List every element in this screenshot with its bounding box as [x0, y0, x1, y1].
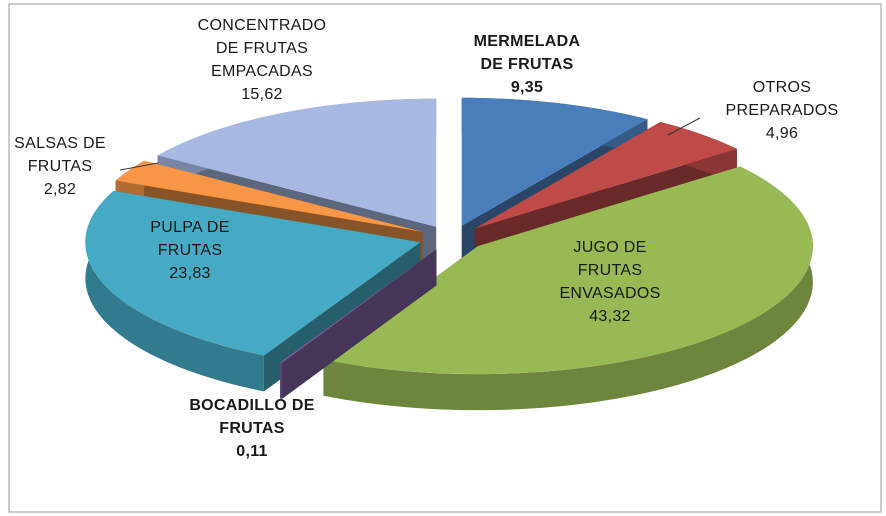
value-label: 15,62	[241, 86, 283, 103]
category-label: OTROS PREPARADOS	[726, 79, 839, 119]
category-label: PULPA DE FRUTAS	[150, 219, 229, 259]
value-label: 0,11	[236, 443, 267, 460]
slice	[85, 190, 421, 392]
category-label: MERMELADA DE FRUTAS	[474, 33, 581, 73]
value-label: 9,35	[511, 79, 543, 96]
slice-wall	[323, 166, 813, 411]
slice-top	[461, 97, 648, 226]
category-label: CONCENTRADO DE FRUTAS EMPACADAS	[198, 17, 327, 80]
slice	[279, 249, 437, 399]
leader-line	[119, 162, 159, 171]
category-label: BOCADILLO DE FRUTAS	[189, 397, 314, 437]
slice-wall	[279, 362, 283, 399]
slice	[323, 166, 813, 411]
slice-wall	[85, 190, 264, 392]
slice-top	[115, 160, 423, 232]
value-label: 2,82	[44, 181, 76, 198]
slice-top	[323, 166, 813, 375]
value-label: 4,96	[766, 125, 798, 142]
category-label: JUGO DE FRUTAS ENVASADOS	[559, 239, 660, 302]
slice-top	[474, 122, 737, 229]
labels: MERMELADA DE FRUTAS 9,35 OTROS PREPARADOS 4,9…	[14, 17, 838, 460]
leader-line	[667, 117, 701, 136]
value-label: 23,83	[169, 265, 211, 282]
slice-top	[85, 190, 421, 356]
pie	[85, 97, 813, 411]
category-label: SALSAS DE FRUTAS	[14, 135, 106, 175]
slice-side	[279, 249, 437, 399]
slice-top	[157, 98, 437, 227]
value-label: 43,32	[589, 308, 631, 325]
slice-top	[279, 249, 437, 363]
